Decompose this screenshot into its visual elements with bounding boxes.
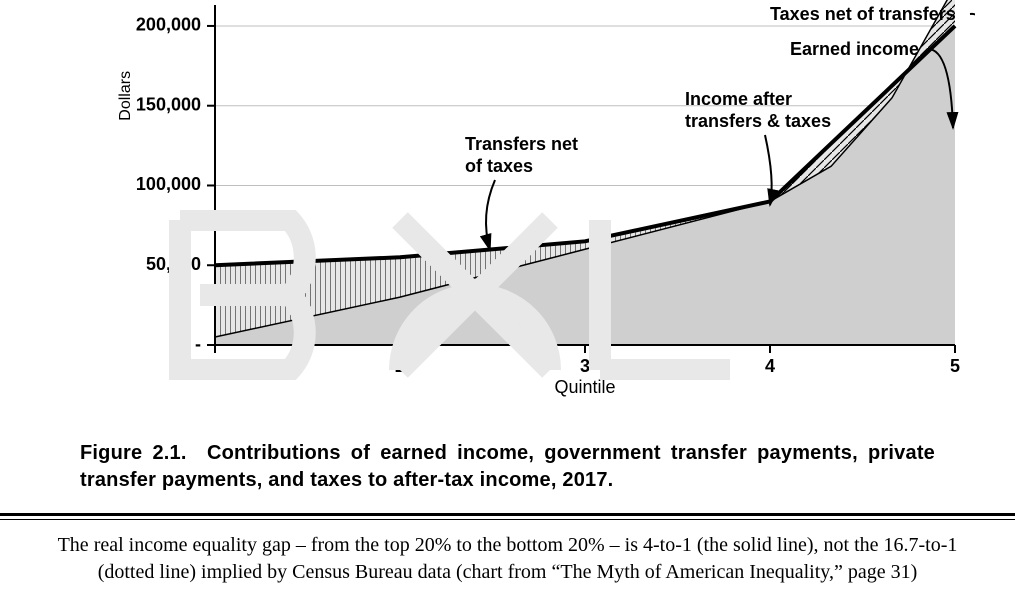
y-tick-label: 150,000 <box>136 94 201 114</box>
chart-container: - 50,000 100,000 150,000 200,000 1 2 3 4 5 Dollars… <box>40 0 975 430</box>
y-tick-label: 50,000 <box>146 254 201 274</box>
x-tick-label: 5 <box>950 356 960 376</box>
y-tick-label: 100,000 <box>136 174 201 194</box>
x-axis-title: Quintile <box>554 377 615 397</box>
figure-text: Contributions of earned income, governme… <box>80 442 935 491</box>
annotation-arrow <box>486 180 495 250</box>
caption-divider-thick <box>0 513 1015 516</box>
x-tick-label: 4 <box>765 356 775 376</box>
figure-caption: Figure 2.1. Contributions of earned inco… <box>80 440 935 494</box>
y-tick-label: 200,000 <box>136 15 201 35</box>
annotation-arrow <box>765 135 772 205</box>
caption-divider-thin <box>0 519 1015 520</box>
y-tick-label: - <box>195 334 201 354</box>
annotation-transfers-l2: of taxes <box>465 156 533 176</box>
annotation-taxes: Taxes net of transfers <box>770 4 956 24</box>
sub-caption: The real income equality gap – from the … <box>30 532 985 586</box>
annotation-aftertax-l2: transfers & taxes <box>685 111 831 131</box>
x-tick-label: 3 <box>580 356 590 376</box>
x-tick-label: 2 <box>395 356 405 376</box>
figure-label: Figure 2.1. <box>80 442 187 464</box>
annotation-aftertax-l1: Income after <box>685 89 792 109</box>
x-tick-label: 1 <box>210 356 220 376</box>
chart-svg: - 50,000 100,000 150,000 200,000 1 2 3 4 5 Dollars… <box>40 0 975 430</box>
y-axis-title: Dollars <box>117 71 134 121</box>
annotation-earned: Earned income <box>790 39 919 59</box>
annotation-transfers-l1: Transfers net <box>465 134 578 154</box>
annotation-arrow <box>970 14 975 68</box>
page: - 50,000 100,000 150,000 200,000 1 2 3 4 5 Dollars… <box>0 0 1015 613</box>
